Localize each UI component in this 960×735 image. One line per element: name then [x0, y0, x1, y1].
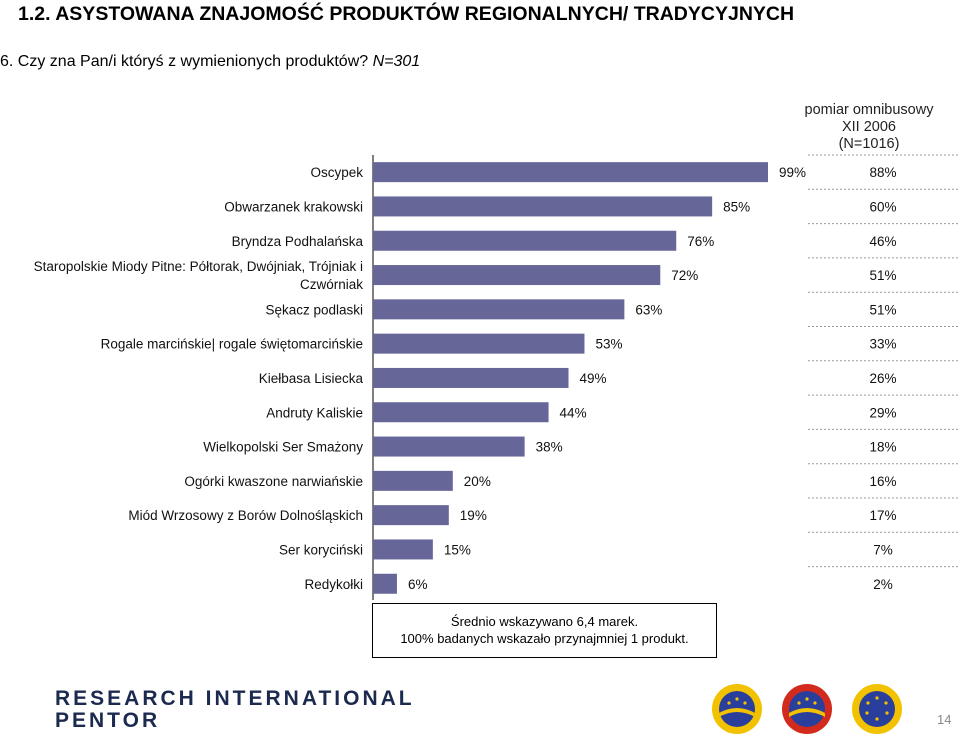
bar-chart: Oscypek 99% 88% Obwarzanek krakowski 85% 60% B…	[34, 154, 958, 600]
summary-note-box: Średnio wskazywano 6,4 marek. 100% badan…	[372, 603, 717, 658]
question-label: 6. Czy zna Pan/i któryś z wymienionych p…	[0, 53, 369, 70]
summary-note-total: 100% badanych wskazało przynajmniej 1 pr…	[400, 631, 689, 646]
chroniona-nazwa-pochodzenia-seal	[782, 684, 832, 734]
comparison-header-line: pomiar omnibusowy	[804, 102, 934, 118]
bar-value-label: 99%	[779, 165, 806, 180]
category-label: Miód Wrzosowy z Borów Dolnośląskich	[128, 508, 363, 523]
question-text: 6. Czy zna Pan/i któryś z wymienionych p…	[0, 53, 420, 71]
comparison-value-label: 29%	[869, 405, 896, 420]
comparison-header: pomiar omnibusowy XII 2006 (N=1016)	[800, 102, 938, 153]
category-label: Sękacz podlaski	[265, 302, 363, 317]
bar-value-label: 85%	[723, 199, 750, 214]
bar	[373, 367, 569, 388]
chronione-oznaczenie-geograficzne-seal	[712, 684, 762, 734]
summary-note-average: Średnio wskazywano 6,4 marek.	[450, 614, 639, 629]
comparison-value-label: 17%	[869, 508, 896, 523]
comparison-header-line: (N=1016)	[838, 136, 900, 152]
bar	[373, 162, 769, 183]
comparison-value-label: 18%	[869, 440, 896, 455]
category-label: Ser koryciński	[279, 542, 363, 557]
comparison-value-label: 51%	[869, 268, 896, 283]
category-label: Andruty Kaliskie	[266, 405, 363, 420]
bar-value-label: 20%	[464, 474, 491, 489]
category-label: Wielkopolski Ser Smażony	[203, 440, 363, 455]
page-number: 14	[937, 712, 952, 727]
comparison-value-label: 26%	[869, 371, 896, 386]
bar-value-label: 44%	[560, 405, 587, 420]
bar-value-label: 76%	[687, 234, 714, 249]
page-title: 1.2. ASYSTOWANA ZNAJOMOŚĆ PRODUKTÓW REGI…	[18, 3, 795, 25]
bar-value-label: 49%	[580, 371, 607, 386]
research-international-pentor-logo: RESEARCH INTERNATIONAL PENTOR	[55, 688, 415, 732]
category-label: Rogale marcińskie| rogale świętomarcińsk…	[101, 337, 363, 352]
comparison-value-label: 2%	[873, 577, 893, 592]
comparison-value-label: 46%	[869, 234, 896, 249]
logo-line: RESEARCH INTERNATIONAL	[55, 687, 415, 710]
category-label: Kiełbasa Lisiecka	[259, 371, 364, 386]
comparison-value-label: 33%	[869, 337, 896, 352]
bar-value-label: 53%	[595, 337, 622, 352]
bar	[373, 539, 433, 560]
bar	[373, 436, 525, 457]
bar	[373, 505, 449, 526]
category-label: Bryndza Podhalańska	[232, 234, 364, 249]
comparison-value-label: 60%	[869, 199, 896, 214]
bar-value-label: 38%	[536, 440, 563, 455]
comparison-value-label: 88%	[869, 165, 896, 180]
category-label: Redykołki	[304, 577, 363, 592]
bar	[373, 573, 397, 594]
bar-value-label: 19%	[460, 508, 487, 523]
category-label: Obwarzanek krakowski	[224, 199, 363, 214]
category-label: Ogórki kwaszone narwiańskie	[184, 474, 363, 489]
bar	[373, 196, 713, 217]
bar-value-label: 6%	[408, 577, 428, 592]
category-label: Oscypek	[310, 165, 363, 180]
bar-value-label: 15%	[444, 542, 471, 557]
bar	[373, 402, 549, 423]
sample-size: N=301	[372, 53, 421, 70]
bar-value-label: 63%	[635, 302, 662, 317]
bar	[373, 265, 661, 286]
gwarantowana-tradycyjna-specjalnosc-seal	[852, 684, 902, 734]
category-label: Staropolskie Miody Pitne: Półtorak, Dwój…	[34, 259, 364, 292]
bar	[373, 299, 625, 320]
bar-value-label: 72%	[671, 268, 698, 283]
eu-quality-seals	[712, 684, 902, 734]
logo-line: PENTOR	[55, 709, 161, 732]
comparison-value-label: 51%	[869, 302, 896, 317]
bar	[373, 333, 585, 354]
comparison-value-label: 7%	[873, 542, 893, 557]
bar	[373, 470, 453, 491]
comparison-value-label: 16%	[869, 474, 896, 489]
comparison-header-line: XII 2006	[841, 119, 896, 135]
bar	[373, 230, 677, 251]
